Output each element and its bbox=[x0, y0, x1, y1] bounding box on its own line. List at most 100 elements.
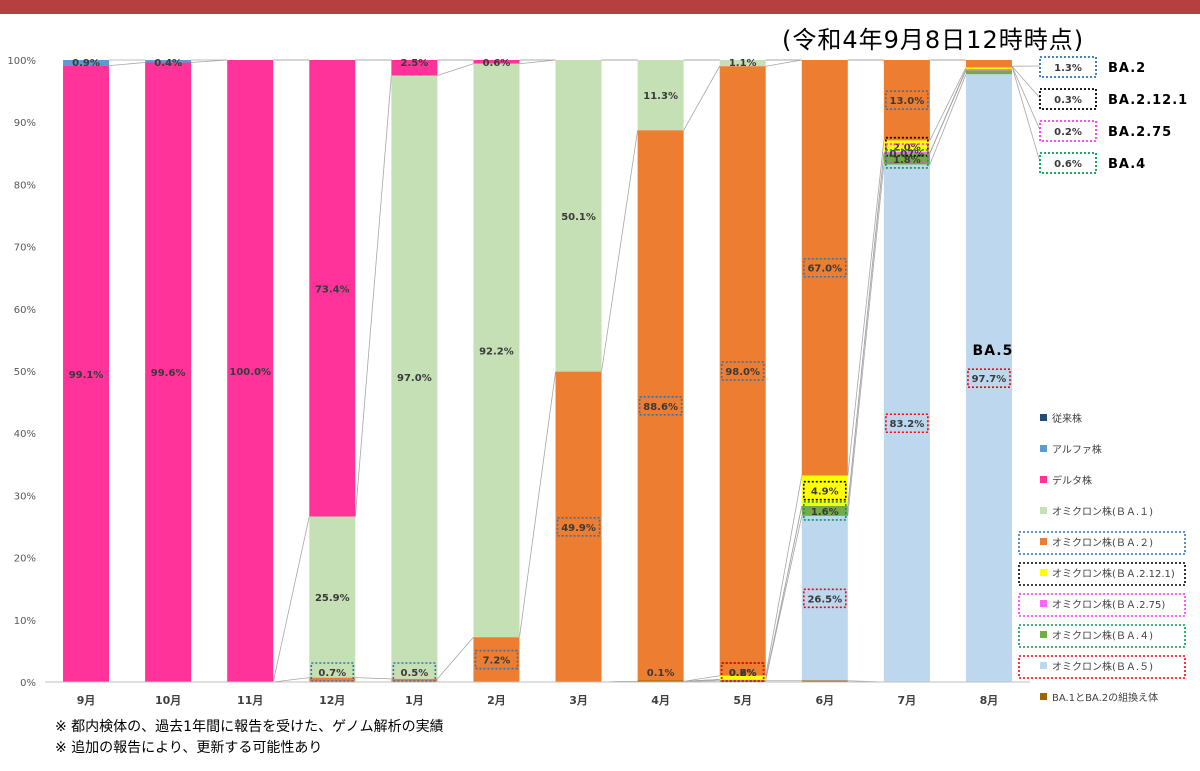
bar-x-8 bbox=[637, 60, 684, 131]
legend-swatch bbox=[1040, 507, 1047, 514]
data-label: 7.2% bbox=[483, 656, 511, 667]
x-tick-label: 9月 bbox=[77, 694, 96, 707]
x-tick-label: 2月 bbox=[487, 694, 506, 707]
footnote-2: ※ 追加の報告により、更新する可能性あり bbox=[55, 740, 323, 756]
legend-box bbox=[1018, 593, 1186, 617]
data-label-box bbox=[802, 257, 847, 278]
y-tick-label: 0% bbox=[20, 678, 36, 689]
y-tick-label: 10% bbox=[14, 616, 36, 627]
bar-x-12 bbox=[965, 60, 1012, 68]
legend-swatch bbox=[1040, 600, 1047, 607]
y-tick-label: 30% bbox=[14, 491, 36, 502]
bar-x-5 bbox=[391, 75, 438, 679]
bar-x-6 bbox=[473, 63, 520, 638]
connector-line bbox=[929, 67, 967, 141]
data-label-box bbox=[885, 149, 929, 169]
legend-swatch bbox=[1040, 538, 1047, 545]
data-label: 0.7% bbox=[318, 668, 346, 679]
connector-line bbox=[519, 59, 556, 65]
legend-label: アルファ株 bbox=[1052, 443, 1102, 456]
legend-label: BA.1とBA.2の組換え体 bbox=[1052, 691, 1158, 704]
connector-line bbox=[929, 69, 967, 154]
callout-value: 0.2% bbox=[1054, 127, 1082, 138]
data-label-box bbox=[638, 396, 683, 416]
data-label: 98.0% bbox=[725, 367, 760, 378]
bars bbox=[63, 60, 1012, 683]
callout-box bbox=[1039, 56, 1097, 78]
stacked-bar-chart: 0% 10% 20% 30% 40% 50% 60% 70% 80% 90% 100% 9月 10月 11… bbox=[7, 56, 1188, 707]
bar-x-7 bbox=[555, 60, 602, 372]
bar-ba-1-ba-2-8 bbox=[637, 680, 684, 682]
bar-x-8 bbox=[637, 130, 684, 682]
timestamp-text: (令和4年9月8日12時時点) bbox=[782, 26, 1085, 54]
connector-line bbox=[191, 59, 228, 63]
bar-x-11 bbox=[883, 164, 930, 683]
data-label: 2.0% bbox=[893, 143, 921, 154]
data-label: 67.0% bbox=[807, 264, 842, 275]
x-tick-label: 5月 bbox=[733, 694, 752, 707]
connector-line bbox=[683, 66, 721, 131]
bar-2-75-12 bbox=[965, 69, 1012, 71]
data-label: 97.7% bbox=[972, 374, 1007, 385]
legend-swatch bbox=[1040, 662, 1047, 669]
legend-box bbox=[1018, 624, 1186, 648]
bar-x-4 bbox=[309, 516, 356, 678]
legend-box bbox=[1018, 562, 1186, 586]
y-tick-label: 40% bbox=[14, 429, 36, 440]
legend-label: 従来株 bbox=[1052, 412, 1082, 425]
bar-x-6 bbox=[473, 60, 520, 64]
connector-line bbox=[683, 675, 720, 682]
y-tick-label: 90% bbox=[14, 118, 36, 129]
connector-line bbox=[847, 140, 885, 476]
callout-variant-label: BA.2.12.1 bbox=[1108, 93, 1188, 108]
bar-x-6 bbox=[473, 637, 520, 682]
legend-swatch bbox=[1040, 569, 1047, 576]
connector-line bbox=[847, 152, 885, 507]
bar-x-9 bbox=[719, 60, 766, 67]
legend-label: オミクロン株(ＢＡ.２) bbox=[1052, 536, 1153, 549]
data-label-box bbox=[885, 136, 929, 157]
data-label: 2.5% bbox=[401, 58, 429, 69]
bar-ba-1-ba-2-10 bbox=[801, 680, 848, 682]
legend-label: オミクロン株(ＢＡ.2.75) bbox=[1052, 598, 1165, 611]
data-label-box bbox=[802, 480, 847, 501]
x-tick-label: 3月 bbox=[569, 694, 588, 707]
bar-x-3 bbox=[227, 60, 274, 682]
data-label: 0.4% bbox=[154, 58, 182, 69]
data-label: 0.2% bbox=[729, 668, 757, 679]
bar-x-10 bbox=[801, 505, 848, 516]
callout-variant-label: BA.4 bbox=[1108, 157, 1146, 172]
data-label-box bbox=[310, 662, 355, 682]
callout-leader bbox=[1011, 66, 1041, 131]
data-label: 1.1% bbox=[729, 58, 757, 69]
data-label: 0.1% bbox=[647, 668, 675, 679]
connector-line bbox=[601, 130, 639, 372]
x-tick-label: 7月 bbox=[898, 694, 917, 707]
data-label: 0.6% bbox=[483, 58, 511, 69]
y-tick-label: 100% bbox=[7, 56, 36, 67]
callout-box bbox=[1039, 152, 1097, 174]
callout-box bbox=[1039, 88, 1097, 110]
data-label-box bbox=[802, 588, 847, 609]
data-label-box bbox=[720, 361, 765, 381]
connector-line bbox=[765, 505, 803, 680]
bar-x-2 bbox=[145, 62, 192, 683]
y-tick-label: 20% bbox=[14, 554, 36, 565]
connector-line bbox=[109, 62, 146, 66]
data-label-box bbox=[392, 662, 437, 682]
data-label-box bbox=[967, 368, 1011, 388]
data-label-box bbox=[885, 90, 929, 111]
bar-x-10 bbox=[801, 515, 848, 681]
data-label-box bbox=[474, 649, 519, 670]
x-tick-label: 6月 bbox=[815, 694, 834, 707]
data-label: 4.9% bbox=[811, 487, 839, 498]
connector-line bbox=[519, 371, 556, 638]
connector-line bbox=[272, 516, 310, 683]
data-label-box bbox=[885, 143, 929, 163]
bar-x-9 bbox=[719, 66, 766, 676]
connector-line bbox=[765, 59, 802, 67]
bar-2-12-1-12 bbox=[965, 67, 1012, 70]
bar-x-11 bbox=[883, 153, 930, 165]
callout-value: 0.3% bbox=[1054, 95, 1082, 106]
x-tick-label: 11月 bbox=[237, 694, 263, 707]
